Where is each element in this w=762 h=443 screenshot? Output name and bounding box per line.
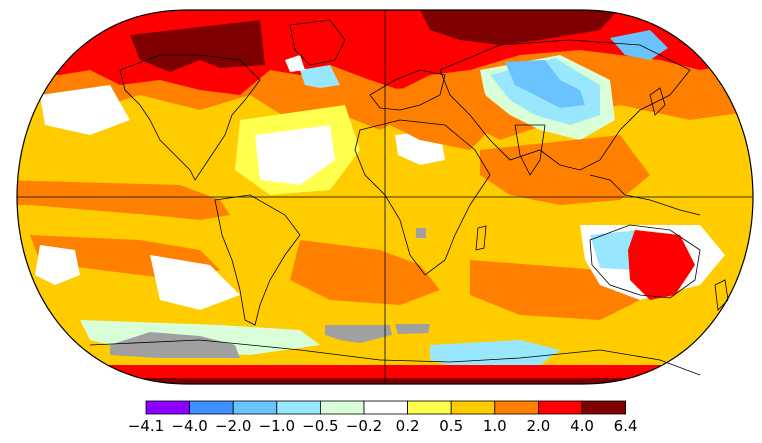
coastline-se-asia [589,174,701,216]
legend-tick-label: −2.0 [215,417,251,435]
legend-swatch [538,400,583,415]
map-outline [16,9,754,385]
coastlines [89,19,729,376]
legend-tick-label: −0.5 [302,417,338,435]
coastline-australia [589,224,701,299]
anomaly-region-caribbean-white-core [255,125,335,185]
legend-swatch [363,400,408,415]
legend-swatch [232,400,278,415]
missing-data-region-4 [416,228,426,238]
coastline-africa [354,119,491,276]
legend-swatch [494,400,539,415]
legend-tick-label: 4.0 [570,417,594,435]
legend-swatch [450,400,496,415]
coastline-south-america [214,194,301,326]
anomaly-region-siberia-darkred [420,10,620,45]
coastline-new-zealand [714,279,729,311]
legend-tick-label: −0.2 [346,417,382,435]
anomaly-region-southatlantic-orange [290,240,440,305]
legend-swatch [276,400,321,415]
legend-swatch [145,400,190,415]
anomaly-region-pacific-white-nw [40,85,130,135]
anomaly-region-australia-red [628,230,695,300]
legend-swatch [407,400,452,415]
legend-tick-label: 0.2 [396,417,420,435]
anomaly-region-atlantic-lightblue [300,65,340,88]
coastline-asia [439,39,691,171]
legend-swatch [319,400,365,415]
legend-tick-label: 0.5 [439,417,463,435]
color-legend: −4.1 −4.0 −2.0 −1.0 −0.5 −0.2 0.2 0.5 1.0 2.0 4.0 6… [128,400,638,435]
coastline-antarctica [89,339,701,376]
legend-swatch [189,400,234,415]
legend-tick-label: 1.0 [483,417,507,435]
coastline-north-america [119,54,261,181]
missing-data-region-2 [325,325,392,343]
legend-tick-label: 6.4 [614,417,638,435]
anomaly-region-eurasia-orange [370,85,500,150]
coastline-japan [649,87,666,116]
anomaly-region-indian-orange [480,135,650,205]
coastline-greenland [289,19,346,66]
coastline-europe [369,69,446,111]
legend-swatch [581,400,626,415]
anomaly-region-asia-blue [505,60,585,108]
legend-tick-label: −4.1 [128,417,164,435]
missing-data-region-3 [395,324,430,334]
anomaly-region-equator-orange [17,180,230,220]
legend-tick-label: −1.0 [259,417,295,435]
anomaly-region-south-white-1 [150,255,240,310]
anomaly-region-australia-lightblue [590,230,640,270]
missing-data-region-1 [110,332,240,358]
coastline-madagascar [475,225,487,251]
legend-tick-label: −4.0 [171,417,207,435]
legend-tick-label: 2.0 [526,417,550,435]
coastline-india [514,124,546,176]
anomaly-region-atlantic-white [285,55,305,72]
anomaly-region-south-white-2 [35,245,80,285]
